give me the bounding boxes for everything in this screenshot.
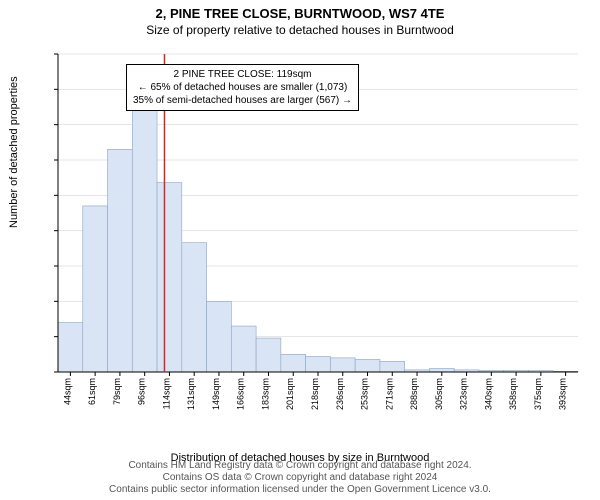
svg-text:183sqm: 183sqm	[260, 378, 270, 410]
svg-text:323sqm: 323sqm	[459, 378, 469, 410]
svg-text:375sqm: 375sqm	[533, 378, 543, 410]
svg-text:201sqm: 201sqm	[285, 378, 295, 410]
svg-text:44sqm: 44sqm	[62, 378, 72, 405]
footer-line2: Contains OS data © Crown copyright and d…	[0, 472, 600, 484]
footer-line1: Contains HM Land Registry data © Crown c…	[0, 460, 600, 472]
svg-text:149sqm: 149sqm	[211, 378, 221, 410]
title-address: 2, PINE TREE CLOSE, BURNTWOOD, WS7 4TE	[0, 6, 600, 21]
footer-line3: Contains public sector information licen…	[0, 484, 600, 496]
svg-text:271sqm: 271sqm	[384, 378, 394, 410]
title-block: 2, PINE TREE CLOSE, BURNTWOOD, WS7 4TE S…	[0, 0, 600, 37]
chart-area: 05010015020025030035040045044sqm61sqm79s…	[52, 48, 584, 428]
title-subtitle: Size of property relative to detached ho…	[0, 23, 600, 37]
svg-text:236sqm: 236sqm	[335, 378, 345, 410]
svg-text:253sqm: 253sqm	[360, 378, 370, 410]
svg-text:340sqm: 340sqm	[483, 378, 493, 410]
svg-text:114sqm: 114sqm	[161, 378, 171, 409]
y-axis-label: Number of detached properties	[8, 76, 20, 228]
svg-text:79sqm: 79sqm	[112, 378, 122, 405]
svg-text:393sqm: 393sqm	[558, 378, 568, 410]
annotation-line1: 2 PINE TREE CLOSE: 119sqm	[133, 68, 352, 81]
svg-text:96sqm: 96sqm	[137, 378, 147, 405]
svg-text:131sqm: 131sqm	[186, 378, 196, 410]
svg-text:288sqm: 288sqm	[409, 378, 419, 410]
svg-text:358sqm: 358sqm	[508, 378, 518, 410]
svg-text:166sqm: 166sqm	[236, 378, 246, 410]
svg-text:61sqm: 61sqm	[87, 378, 97, 405]
annotation-line2: ← 65% of detached houses are smaller (1,…	[133, 81, 352, 94]
svg-text:305sqm: 305sqm	[434, 378, 444, 410]
annotation-box: 2 PINE TREE CLOSE: 119sqm ← 65% of detac…	[126, 64, 359, 111]
svg-text:218sqm: 218sqm	[310, 378, 320, 410]
footer-attribution: Contains HM Land Registry data © Crown c…	[0, 460, 600, 496]
annotation-line3: 35% of semi-detached houses are larger (…	[133, 94, 352, 107]
